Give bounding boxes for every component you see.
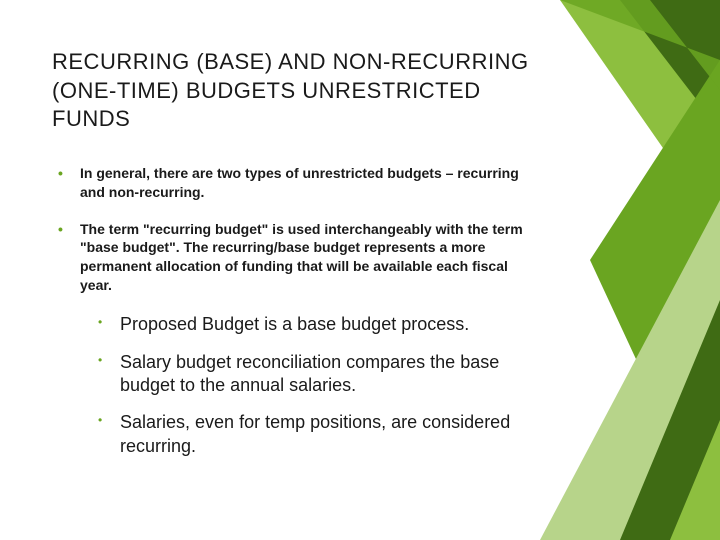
content-area: RECURRING (BASE) AND NON-RECURRING (ONE-… [52, 48, 532, 472]
bullet-l2-item: Proposed Budget is a base budget process… [92, 313, 532, 336]
decorative-triangles [500, 0, 720, 540]
bullet-l1-item: The term "recurring budget" is used inte… [52, 220, 532, 296]
slide-title: RECURRING (BASE) AND NON-RECURRING (ONE-… [52, 48, 532, 134]
slide: RECURRING (BASE) AND NON-RECURRING (ONE-… [0, 0, 720, 540]
bullet-l2-item: Salary budget reconciliation compares th… [92, 351, 532, 398]
bullet-l2-item: Salaries, even for temp positions, are c… [92, 411, 532, 458]
bullet-list-level1: In general, there are two types of unres… [52, 164, 532, 295]
bullet-l1-item: In general, there are two types of unres… [52, 164, 532, 202]
bullet-list-level2: Proposed Budget is a base budget process… [92, 313, 532, 458]
